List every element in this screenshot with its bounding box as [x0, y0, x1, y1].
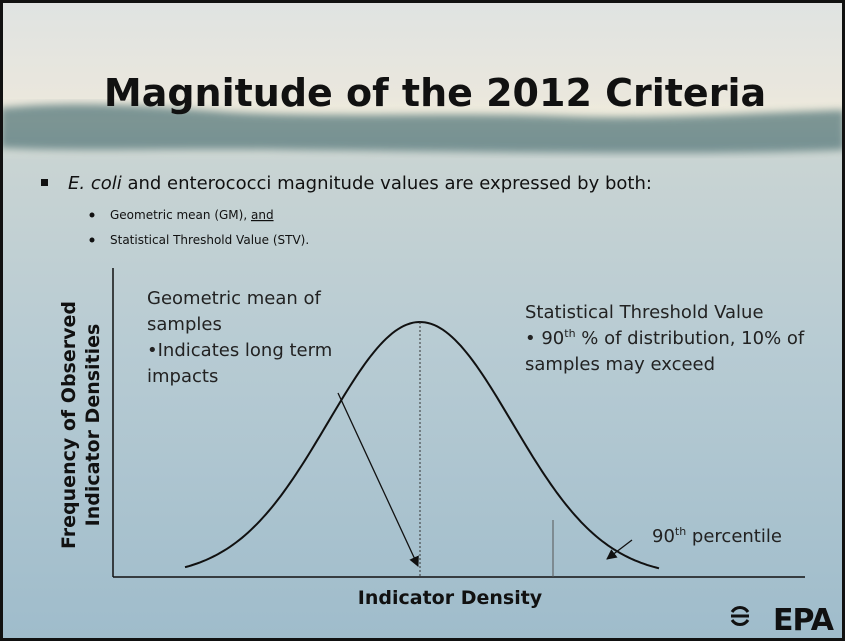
- stv-note: Statistical Threshold Value: [525, 302, 764, 323]
- bullet-italic: E. coli: [68, 173, 122, 194]
- logo: EPA: [773, 603, 835, 638]
- gm-note: •Indicates long term: [147, 340, 332, 361]
- bullet: [90, 213, 95, 218]
- x-axis-label: Indicator Density: [358, 587, 543, 609]
- title: Magnitude of the 2012 Criteria: [104, 71, 766, 115]
- gm-note: impacts: [147, 366, 218, 387]
- sub-bullet: Geometric mean (GM), and: [110, 208, 274, 222]
- bullet: [90, 238, 95, 243]
- sub-bullet: Statistical Threshold Value (STV).: [110, 233, 309, 247]
- stv-text: % of distribution, 10% of: [576, 328, 805, 349]
- y-label-line: Frequency of Observed: [58, 301, 80, 549]
- slide: Magnitude of the 2012 Criteria E. coli a…: [0, 0, 845, 641]
- gm-note: samples: [147, 314, 222, 335]
- sub-bullet-underlined: and: [251, 208, 274, 222]
- stv-text: • 90: [525, 328, 564, 349]
- y-label-line: Indicator Densities: [82, 324, 104, 527]
- bullet: [41, 179, 48, 186]
- percentile-label: 90th percentile: [652, 525, 782, 547]
- stv-sup: th: [564, 327, 575, 340]
- percentile-text: percentile: [686, 526, 782, 547]
- bullet-text: and enterococci magnitude values are exp…: [122, 173, 652, 194]
- bullet-main: E. coli and enterococci magnitude values…: [68, 173, 652, 194]
- percentile-sup: th: [675, 525, 686, 538]
- percentile-number: 90: [652, 526, 675, 547]
- stv-note: samples may exceed: [525, 354, 715, 375]
- gm-note: Geometric mean of: [147, 288, 322, 309]
- sub-bullet-text: Geometric mean (GM),: [110, 208, 251, 222]
